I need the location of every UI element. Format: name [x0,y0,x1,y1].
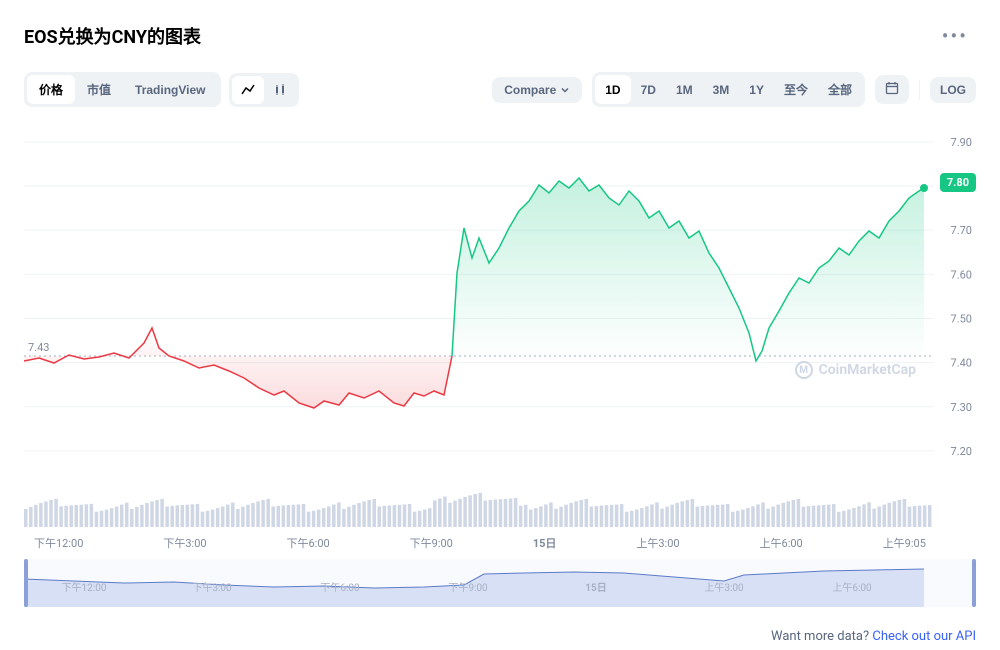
current-price-badge: 7.80 [940,173,976,192]
x-tick: 下午3:00 [163,535,206,551]
footer: Want more data? Check out our API [0,619,1000,644]
svg-text:7.90: 7.90 [951,136,972,149]
x-tick: 上午6:00 [760,535,803,551]
watermark-icon: M [795,361,813,379]
log-button[interactable]: LOG [930,77,976,103]
x-tick: 上午3:00 [636,535,679,551]
more-button[interactable]: ••• [934,20,976,52]
range-1D[interactable]: 1D [595,75,630,104]
compare-button[interactable]: Compare [492,77,582,103]
x-tick: 下午9:00 [410,535,453,551]
svg-text:7.40: 7.40 [951,357,972,370]
tab-price[interactable]: 价格 [27,75,75,104]
range-7D[interactable]: 7D [631,75,666,104]
range-全部[interactable]: 全部 [818,75,862,104]
footer-text: Want more data? [771,629,872,644]
svg-text:7.20: 7.20 [951,445,972,458]
range-3M[interactable]: 3M [703,75,740,104]
compare-label: Compare [504,83,556,97]
divider [919,80,920,100]
svg-text:7.50: 7.50 [951,312,972,325]
volume-chart [24,487,976,527]
svg-text:7.70: 7.70 [951,224,972,237]
x-tick: 下午6:00 [287,535,330,551]
tab-marketcap[interactable]: 市值 [75,75,123,104]
calendar-button[interactable] [875,75,909,104]
candlestick-icon[interactable] [264,76,296,104]
line-chart-icon[interactable] [232,76,264,104]
svg-text:下午12:00: 下午12:00 [62,581,107,594]
chart-type-group [229,73,299,107]
price-chart[interactable]: 7.907.807.707.607.507.407.307.20 7.43 7.… [24,123,976,483]
x-axis: 下午12:00 下午3:00 下午6:00 下午9:00 15日 上午3:00 上午6:00… [24,527,976,559]
view-tabs: 价格 市值 TradingView [24,72,221,107]
x-tick: 上午9:05 [883,535,926,551]
range-1Y[interactable]: 1Y [739,75,774,104]
svg-text:7.60: 7.60 [951,268,972,281]
range-至今[interactable]: 至今 [774,75,818,104]
x-tick: 15日 [533,535,557,551]
calendar-icon [885,81,899,95]
svg-text:上午6:00: 上午6:00 [832,581,872,594]
watermark: M CoinMarketCap [795,361,916,379]
svg-text:下午3:00: 下午3:00 [192,581,232,594]
range-1M[interactable]: 1M [666,75,703,104]
chevron-down-icon [560,85,570,95]
page-title: EOS兑换为CNY的图表 [24,23,201,49]
mini-range-chart[interactable]: 下午12:00 下午3:00 下午6:00 下午9:00 15日 上午3:00 上午6:00 [24,559,976,607]
svg-text:下午9:00: 下午9:00 [448,581,488,594]
x-tick: 下午12:00 [34,535,83,551]
api-link[interactable]: Check out our API [872,629,976,644]
time-range-group: 1D7D1M3M1Y至今全部 [592,72,865,107]
start-price-label: 7.43 [24,341,53,354]
svg-text:上午3:00: 上午3:00 [704,581,744,594]
svg-text:7.30: 7.30 [951,401,972,414]
tab-tradingview[interactable]: TradingView [123,77,217,103]
svg-text:15日: 15日 [585,582,606,594]
watermark-text: CoinMarketCap [819,362,916,378]
svg-text:下午6:00: 下午6:00 [320,581,360,594]
